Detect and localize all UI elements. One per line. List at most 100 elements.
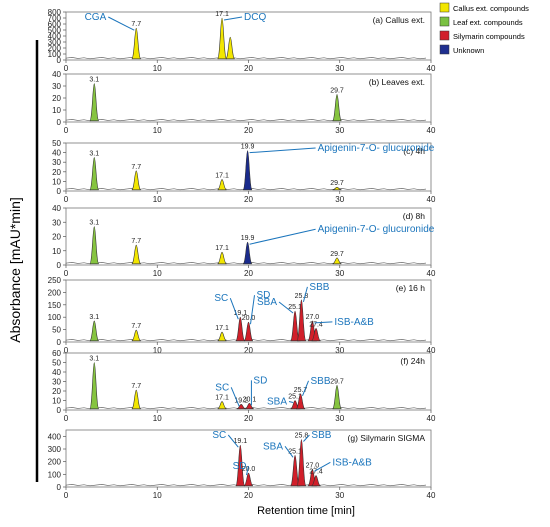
x-tick-label: 30 xyxy=(335,269,344,278)
panel-g: 0 100 200 300 400 0 10 20 30 40 (g) Silymarin SIGM… xyxy=(48,429,436,500)
peak-label: 3.1 xyxy=(89,314,99,321)
x-tick-label: 10 xyxy=(153,64,162,73)
peak-label: 27.4 xyxy=(309,321,323,328)
legend-label-silymarin: Silymarin compounds xyxy=(453,32,525,41)
y-tick-label: 40 xyxy=(52,368,61,377)
x-tick-label: 30 xyxy=(335,64,344,73)
panel-title: (c) 4h xyxy=(403,146,425,156)
compound-annotation: CGA xyxy=(85,12,107,23)
panel-title: (a) Callus ext. xyxy=(373,15,425,25)
x-tick-label: 10 xyxy=(153,126,162,135)
peak-label: 25.1 xyxy=(288,304,302,311)
y-tick-label: 50 xyxy=(52,359,61,368)
annotation-arrow xyxy=(249,228,316,245)
annotation-arrow xyxy=(246,465,249,476)
peak-leaf xyxy=(332,384,342,410)
annotation-arrow xyxy=(249,147,316,154)
x-tick-label: 0 xyxy=(64,126,69,135)
figure-x-axis-label: Retention time [min] xyxy=(257,505,355,517)
y-tick-label: 0 xyxy=(57,338,62,347)
peak-label: 27.4 xyxy=(309,469,323,476)
compound-annotation: SBB xyxy=(311,430,331,441)
peak-callus xyxy=(131,329,141,342)
peak-leaf xyxy=(89,362,100,410)
x-tick-label: 20 xyxy=(244,491,253,500)
y-tick-label: 200 xyxy=(48,288,62,297)
annotation-arrow xyxy=(227,434,239,448)
peak-callus xyxy=(131,244,142,265)
y-tick-label: 30 xyxy=(52,158,61,167)
peak-callus xyxy=(217,179,227,191)
y-tick-label: 100 xyxy=(48,470,62,479)
compound-annotation: SD xyxy=(257,290,271,301)
legend-swatch-silymarin xyxy=(439,30,450,41)
peak-callus xyxy=(332,257,342,265)
annotation-arrow xyxy=(303,434,310,442)
x-tick-label: 10 xyxy=(153,491,162,500)
peak-silymarin xyxy=(296,439,307,487)
peak-label: 19.1 xyxy=(233,310,247,317)
peak-callus xyxy=(225,36,236,60)
peak-label: 3.1 xyxy=(89,77,99,84)
compound-annotation: SD xyxy=(233,461,247,472)
peak-label: 7.7 xyxy=(131,238,141,245)
x-tick-label: 0 xyxy=(64,195,69,204)
peak-label: 19.1 xyxy=(233,438,247,445)
y-tick-label: 0 xyxy=(57,56,62,65)
y-tick-label: 10 xyxy=(52,247,61,256)
y-tick-label: 30 xyxy=(52,378,61,387)
peak-callus xyxy=(217,17,227,60)
x-tick-label: 10 xyxy=(153,269,162,278)
compound-annotation: SBA xyxy=(263,441,283,452)
y-tick-label: 50 xyxy=(52,326,61,335)
peak-silymarin xyxy=(235,444,246,487)
x-tick-label: 20 xyxy=(244,414,253,423)
peak-label: 25.1 xyxy=(288,448,302,455)
y-tick-label: 10 xyxy=(52,177,61,186)
y-tick-label: 0 xyxy=(57,483,62,492)
peak-label: 29.7 xyxy=(330,251,344,258)
x-tick-label: 40 xyxy=(427,126,436,135)
peak-silymarin xyxy=(295,393,306,410)
peak-silymarin xyxy=(311,328,321,342)
y-tick-label: 300 xyxy=(48,445,62,454)
compound-annotation: SC xyxy=(212,430,226,441)
peak-label: 17.1 xyxy=(215,245,229,252)
y-tick-label: 250 xyxy=(48,276,62,285)
x-tick-label: 10 xyxy=(153,195,162,204)
peak-label: 19.9 xyxy=(241,144,255,151)
y-tick-label: 0 xyxy=(57,406,62,415)
y-tick-label: 50 xyxy=(52,139,61,148)
y-tick-label: 400 xyxy=(48,32,62,41)
compound-annotation: SC xyxy=(215,382,229,393)
annotation-arrow xyxy=(314,321,333,324)
y-tick-label: 20 xyxy=(52,94,61,103)
peak-label: 25.7 xyxy=(294,387,308,394)
peak-label: 20.0 xyxy=(242,315,256,322)
peak-label: 25.8 xyxy=(295,433,309,440)
baseline-trace xyxy=(65,57,427,60)
peak-label: 7.7 xyxy=(131,383,141,390)
figure-y-axis: Absorbance [mAU*min] xyxy=(7,40,39,482)
peak-callus xyxy=(131,389,142,410)
peak-label: 27.0 xyxy=(306,314,320,321)
y-tick-label: 300 xyxy=(48,38,62,47)
peak-label: 25.8 xyxy=(295,293,309,300)
peak-label: 29.7 xyxy=(330,87,344,94)
x-tick-label: 0 xyxy=(64,491,69,500)
compound-annotation: SBB xyxy=(311,376,331,387)
peak-leaf xyxy=(89,226,100,265)
peak-label: 27.0 xyxy=(306,462,320,469)
x-tick-label: 40 xyxy=(427,195,436,204)
panel-title: (g) Silymarin SIGMA xyxy=(348,433,426,443)
y-tick-label: 30 xyxy=(52,218,61,227)
x-tick-label: 40 xyxy=(427,64,436,73)
x-tick-label: 20 xyxy=(244,346,253,355)
y-tick-label: 500 xyxy=(48,26,62,35)
peak-silymarin xyxy=(243,472,254,487)
peak-label: 17.1 xyxy=(215,325,229,332)
compound-annotation: SD xyxy=(253,375,267,386)
legend-label-unknown: Unknown xyxy=(453,46,484,55)
